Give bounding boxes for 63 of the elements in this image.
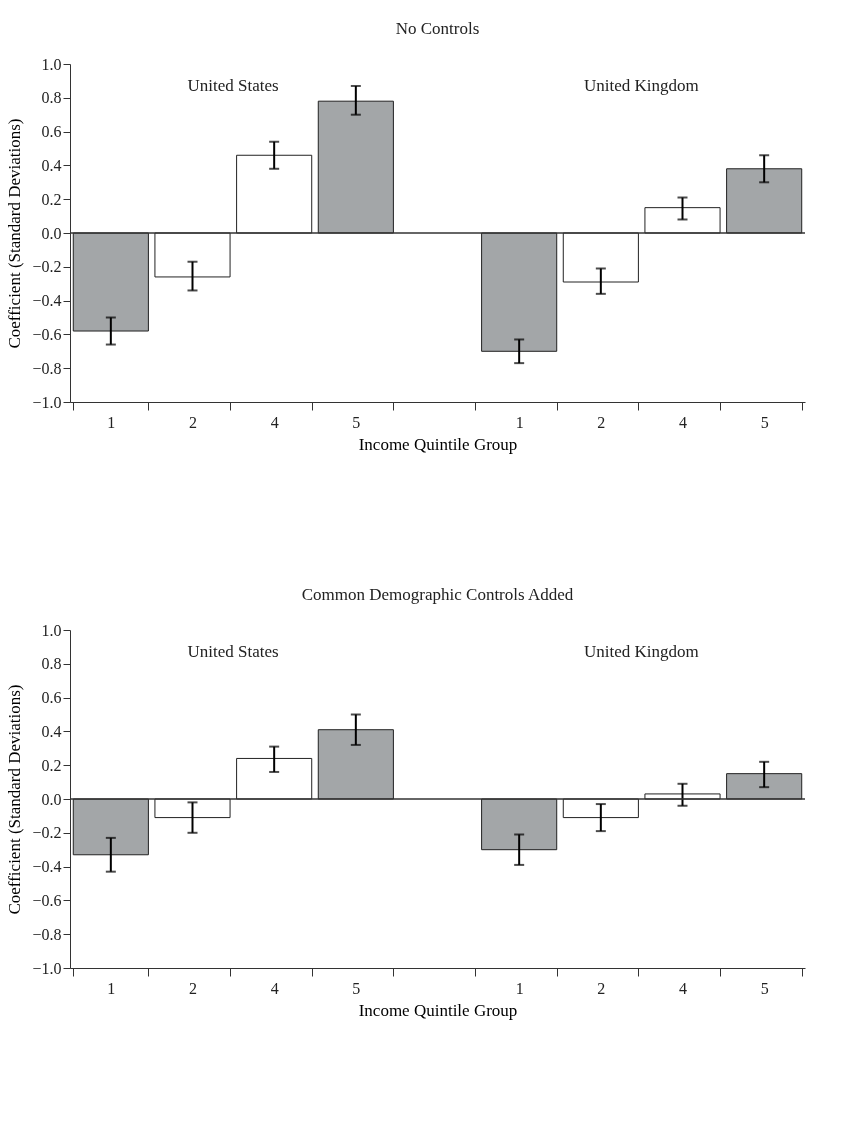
bar — [317, 100, 394, 234]
x-tick-label: 2 — [189, 979, 197, 997]
x-tick-label: 4 — [679, 413, 687, 431]
x-tick-label: 1 — [107, 979, 116, 997]
bar — [72, 798, 149, 856]
y-tick-label: −0.2 — [32, 824, 62, 842]
y-tick-label: 1.0 — [41, 55, 62, 73]
y-tick-label: 1.0 — [41, 621, 62, 639]
y-tick-label: 0.0 — [41, 224, 62, 242]
y-tick-label: −0.8 — [32, 925, 62, 943]
bar — [481, 798, 558, 851]
y-tick-label: −0.2 — [32, 258, 62, 276]
y-tick-label: −0.4 — [32, 858, 62, 876]
x-tick-label: 1 — [515, 979, 524, 997]
annotation: United States — [187, 76, 279, 95]
x-tick-label: 1 — [107, 413, 116, 431]
x-tick-label: 2 — [597, 413, 606, 431]
y-tick-label: 0.8 — [41, 655, 62, 673]
y-tick-label: 0.2 — [41, 190, 62, 208]
y-tick-label: −1.0 — [32, 393, 62, 411]
bar — [236, 154, 313, 234]
x-tick-label: 5 — [352, 979, 361, 997]
y-tick-label: 0.0 — [41, 790, 62, 808]
chart-title: Common Demographic Controls Added — [301, 585, 574, 604]
bar — [644, 207, 721, 234]
y-tick-label: −0.6 — [32, 325, 62, 343]
y-tick-label: −1.0 — [32, 959, 62, 977]
annotation: United Kingdom — [584, 76, 699, 95]
x-tick-label: 1 — [515, 413, 524, 431]
bar — [726, 168, 803, 234]
annotation: United Kingdom — [584, 642, 699, 661]
y-tick-label: 0.6 — [41, 123, 62, 141]
bar — [236, 757, 313, 800]
x-axis-title: Income Quintile Group — [358, 434, 518, 454]
y-tick-label: 0.8 — [41, 89, 62, 107]
y-tick-label: −0.6 — [32, 891, 62, 909]
bar — [562, 798, 639, 819]
x-tick-label: 2 — [597, 979, 606, 997]
bar — [481, 232, 558, 352]
x-tick-label: 4 — [270, 979, 279, 997]
bar — [726, 773, 803, 800]
bar — [317, 729, 394, 800]
x-tick-label: 5 — [352, 413, 361, 431]
bar — [562, 232, 639, 283]
y-tick-label: 0.4 — [41, 722, 62, 740]
y-axis-title: Coefficient (Standard Deviations) — [5, 684, 25, 915]
y-tick-label: 0.6 — [41, 689, 62, 707]
chart-title: No Controls — [395, 19, 480, 38]
y-axis-title: Coefficient (Standard Deviations) — [5, 118, 25, 349]
y-tick-label: −0.8 — [32, 359, 62, 377]
bar — [154, 232, 231, 278]
x-tick-label: 4 — [270, 413, 279, 431]
x-tick-label: 2 — [189, 413, 197, 431]
x-tick-label: 5 — [760, 979, 769, 997]
y-tick-label: 0.2 — [41, 756, 62, 774]
y-tick-label: −0.4 — [32, 292, 62, 310]
y-tick-label: 0.4 — [41, 156, 62, 174]
x-tick-label: 5 — [760, 413, 769, 431]
bar — [72, 232, 149, 332]
x-tick-label: 4 — [679, 979, 687, 997]
bar — [154, 798, 231, 819]
annotation: United States — [187, 642, 279, 661]
x-axis-title: Income Quintile Group — [358, 1000, 518, 1020]
